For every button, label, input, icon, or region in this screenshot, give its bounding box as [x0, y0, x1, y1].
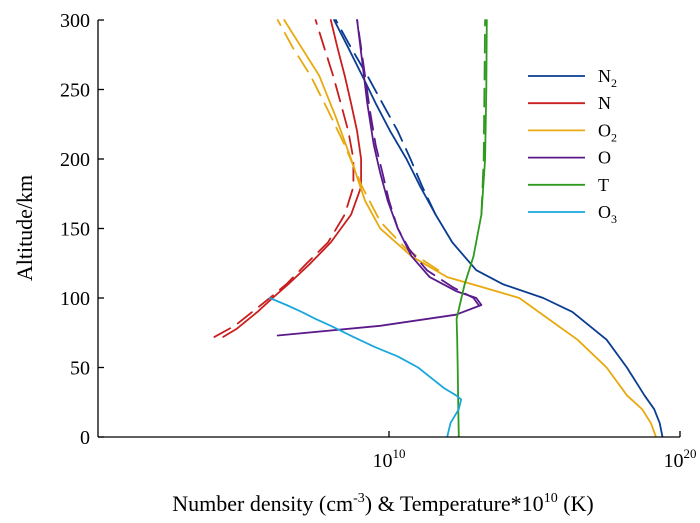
- legend-label: O2: [598, 120, 617, 144]
- series-line-n2-dashed: [335, 19, 437, 216]
- series-line-o2-dashed: [276, 19, 440, 272]
- series-line-t-dashed: [480, 19, 486, 216]
- series-line-o: [276, 19, 483, 337]
- legend-item: N2: [528, 66, 617, 90]
- legend-label: O: [598, 148, 611, 168]
- axis-titles: Number density (cm-3) & Temperature*1010…: [12, 175, 594, 516]
- axes-layer: 0 50 100 150 200 250 300 1010 1020: [60, 10, 697, 472]
- y-tick-label: 200: [60, 149, 90, 171]
- series-layer: [213, 19, 664, 437]
- series-line-o2: [283, 19, 657, 437]
- legend: N2 N O2 OT O3: [528, 66, 617, 226]
- y-axis-title: Altitude/km: [12, 175, 37, 281]
- legend-item: T: [528, 175, 609, 195]
- legend-item: N: [528, 93, 611, 113]
- legend-label: N2: [598, 66, 617, 90]
- legend-label: O3: [598, 202, 617, 226]
- legend-label: T: [598, 175, 609, 195]
- series-line-o-dashed: [356, 19, 480, 306]
- series-line-n-dashed: [213, 19, 355, 338]
- x-tick-label: 1010: [373, 446, 406, 472]
- y-tick-label: 250: [60, 80, 90, 102]
- y-tick-label: 100: [60, 288, 90, 310]
- y-tick-label: 300: [60, 10, 90, 32]
- y-tick-label: 150: [60, 219, 90, 241]
- y-tick-label: 0: [80, 427, 90, 449]
- series-line-o3: [268, 297, 462, 437]
- legend-item: O: [528, 148, 611, 168]
- x-tick-label: 1020: [664, 446, 697, 472]
- y-tick-label: 50: [70, 358, 90, 380]
- legend-label: N: [598, 93, 611, 113]
- legend-item: O3: [528, 202, 617, 226]
- series-line-n: [222, 19, 362, 338]
- series-line-n2: [333, 19, 664, 437]
- series-line-t: [455, 19, 488, 437]
- x-axis-title: Number density (cm-3) & Temperature*1010…: [172, 491, 593, 516]
- legend-item: O2: [528, 120, 617, 144]
